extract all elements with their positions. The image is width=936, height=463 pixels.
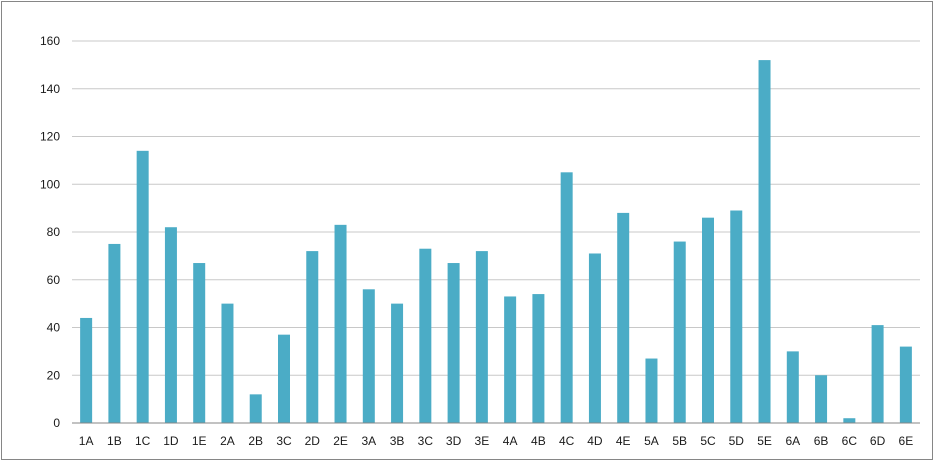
y-tick-label: 160 <box>40 34 60 48</box>
x-tick-label: 1E <box>192 434 207 448</box>
x-tick-label: 6B <box>814 434 829 448</box>
x-tick-label: 3E <box>475 434 490 448</box>
bar <box>136 150 149 423</box>
y-tick-label: 80 <box>47 225 61 239</box>
x-tick-label: 6A <box>785 434 800 448</box>
x-tick-label: 4B <box>531 434 546 448</box>
x-tick-label: 3A <box>361 434 376 448</box>
x-tick-label: 2D <box>305 434 321 448</box>
bars <box>80 60 912 423</box>
bar <box>843 418 856 423</box>
bar <box>899 346 912 423</box>
bar <box>673 241 686 423</box>
bar <box>758 60 771 423</box>
bar <box>532 294 545 423</box>
x-tick-label: 2E <box>333 434 348 448</box>
y-tick-label: 120 <box>40 130 60 144</box>
y-tick-label: 0 <box>53 416 60 430</box>
bar <box>221 303 234 423</box>
x-tick-label: 5D <box>729 434 745 448</box>
bar <box>447 263 460 423</box>
y-tick-label: 60 <box>47 273 61 287</box>
bar <box>108 243 121 423</box>
bar <box>278 334 290 423</box>
x-tick-label: 3C <box>418 434 434 448</box>
bar <box>588 253 601 423</box>
x-tick-label: 1B <box>107 434 122 448</box>
bar <box>645 358 658 423</box>
y-tick-label: 140 <box>40 82 60 96</box>
x-tick-label: 3D <box>446 434 462 448</box>
bar <box>702 217 714 423</box>
x-tick-label: 4E <box>616 434 631 448</box>
bar <box>80 317 93 423</box>
bar <box>504 296 517 423</box>
bar <box>617 212 630 423</box>
x-tick-label: 6E <box>899 434 914 448</box>
x-axis-ticks: 1A 1B 1C 1D 1E 2A 2B 3C 2D 2E 3A 3B 3C 3D 3E 4A 4B 4C 4D 4E… <box>79 434 913 448</box>
x-tick-label: 4D <box>587 434 603 448</box>
x-tick-label: 5C <box>700 434 716 448</box>
x-tick-label: 1C <box>135 434 151 448</box>
x-tick-label: 5B <box>672 434 687 448</box>
x-tick-label: 3C <box>276 434 292 448</box>
x-tick-label: 4A <box>503 434 518 448</box>
bar <box>871 325 884 423</box>
x-tick-label: 1D <box>163 434 179 448</box>
bar <box>164 227 177 423</box>
x-tick-label: 3B <box>390 434 405 448</box>
bar <box>334 224 347 423</box>
y-tick-label: 20 <box>47 368 61 382</box>
bar <box>786 351 799 423</box>
x-tick-label: 6C <box>842 434 858 448</box>
y-tick-label: 40 <box>47 321 61 335</box>
y-tick-label: 100 <box>40 177 60 191</box>
bar <box>560 172 573 423</box>
bar <box>193 263 206 423</box>
bar <box>475 251 488 423</box>
bar <box>815 375 828 423</box>
x-tick-label: 6D <box>870 434 886 448</box>
y-axis-ticks: 0 20 40 60 80 100 120 140 160 <box>40 34 60 430</box>
bar <box>730 210 743 423</box>
bar <box>306 251 319 423</box>
x-tick-label: 2B <box>248 434 263 448</box>
bar <box>419 248 432 423</box>
bar <box>249 394 262 423</box>
gridlines <box>72 40 920 376</box>
bar <box>362 289 375 423</box>
x-tick-label: 4C <box>559 434 575 448</box>
x-tick-label: 2A <box>220 434 235 448</box>
x-tick-label: 5A <box>644 434 659 448</box>
x-tick-label: 5E <box>757 434 772 448</box>
x-tick-label: 1A <box>79 434 94 448</box>
bar <box>391 303 404 423</box>
